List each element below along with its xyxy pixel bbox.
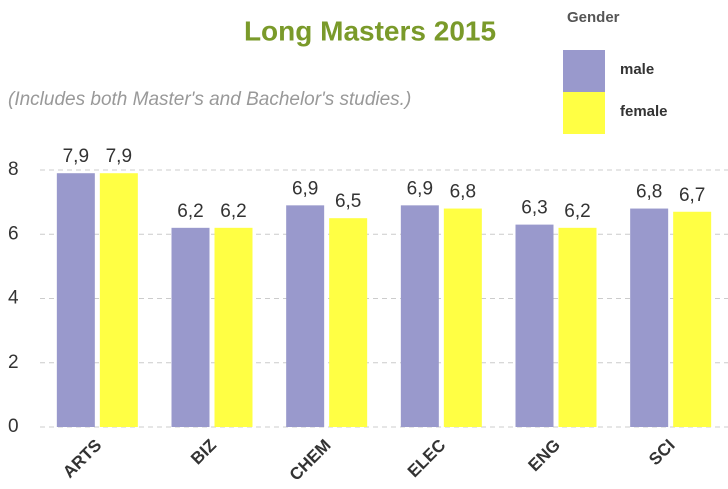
bar: [443, 208, 482, 427]
x-tick-label: ELEC: [404, 436, 449, 481]
value-label: 7,9: [106, 146, 132, 167]
value-label: 6,9: [292, 178, 318, 199]
x-tick-label: ENG: [525, 436, 564, 475]
value-label: 6,8: [450, 182, 476, 203]
bar: [56, 173, 95, 427]
chart-subtitle: (Includes both Master's and Bachelor's s…: [8, 89, 411, 110]
legend-swatch: [563, 92, 605, 134]
x-tick-label: ARTS: [59, 436, 105, 482]
value-label: 6,9: [407, 178, 433, 199]
y-tick-label: 2: [8, 352, 19, 373]
value-label: 6,2: [220, 201, 246, 222]
y-tick-label: 6: [8, 223, 19, 244]
bar: [558, 227, 597, 427]
value-label: 6,3: [521, 198, 547, 219]
legend-label: female: [620, 103, 668, 120]
bar: [515, 224, 554, 427]
bar: [630, 208, 669, 427]
x-tick-label: SCI: [645, 436, 678, 469]
bar: [400, 205, 439, 427]
chart-title: Long Masters 2015: [244, 15, 496, 46]
x-tick-label: CHEM: [286, 436, 335, 485]
legend-label: male: [620, 61, 654, 78]
value-label: 6,2: [564, 201, 590, 222]
value-label: 6,8: [636, 182, 662, 203]
bar: [673, 211, 712, 427]
bar: [286, 205, 325, 427]
bar: [99, 173, 138, 427]
value-label: 7,9: [63, 146, 89, 167]
bar: [171, 227, 210, 427]
legend-title: Gender: [567, 9, 620, 26]
legend-swatch: [563, 50, 605, 92]
bar: [214, 227, 253, 427]
y-tick-label: 8: [8, 159, 19, 180]
value-label: 6,2: [177, 201, 203, 222]
x-tick-label: BIZ: [187, 436, 220, 469]
y-tick-label: 4: [8, 288, 19, 309]
y-tick-label: 0: [8, 416, 19, 437]
bar: [329, 218, 368, 427]
value-label: 6,5: [335, 191, 361, 212]
value-label: 6,7: [679, 185, 705, 206]
